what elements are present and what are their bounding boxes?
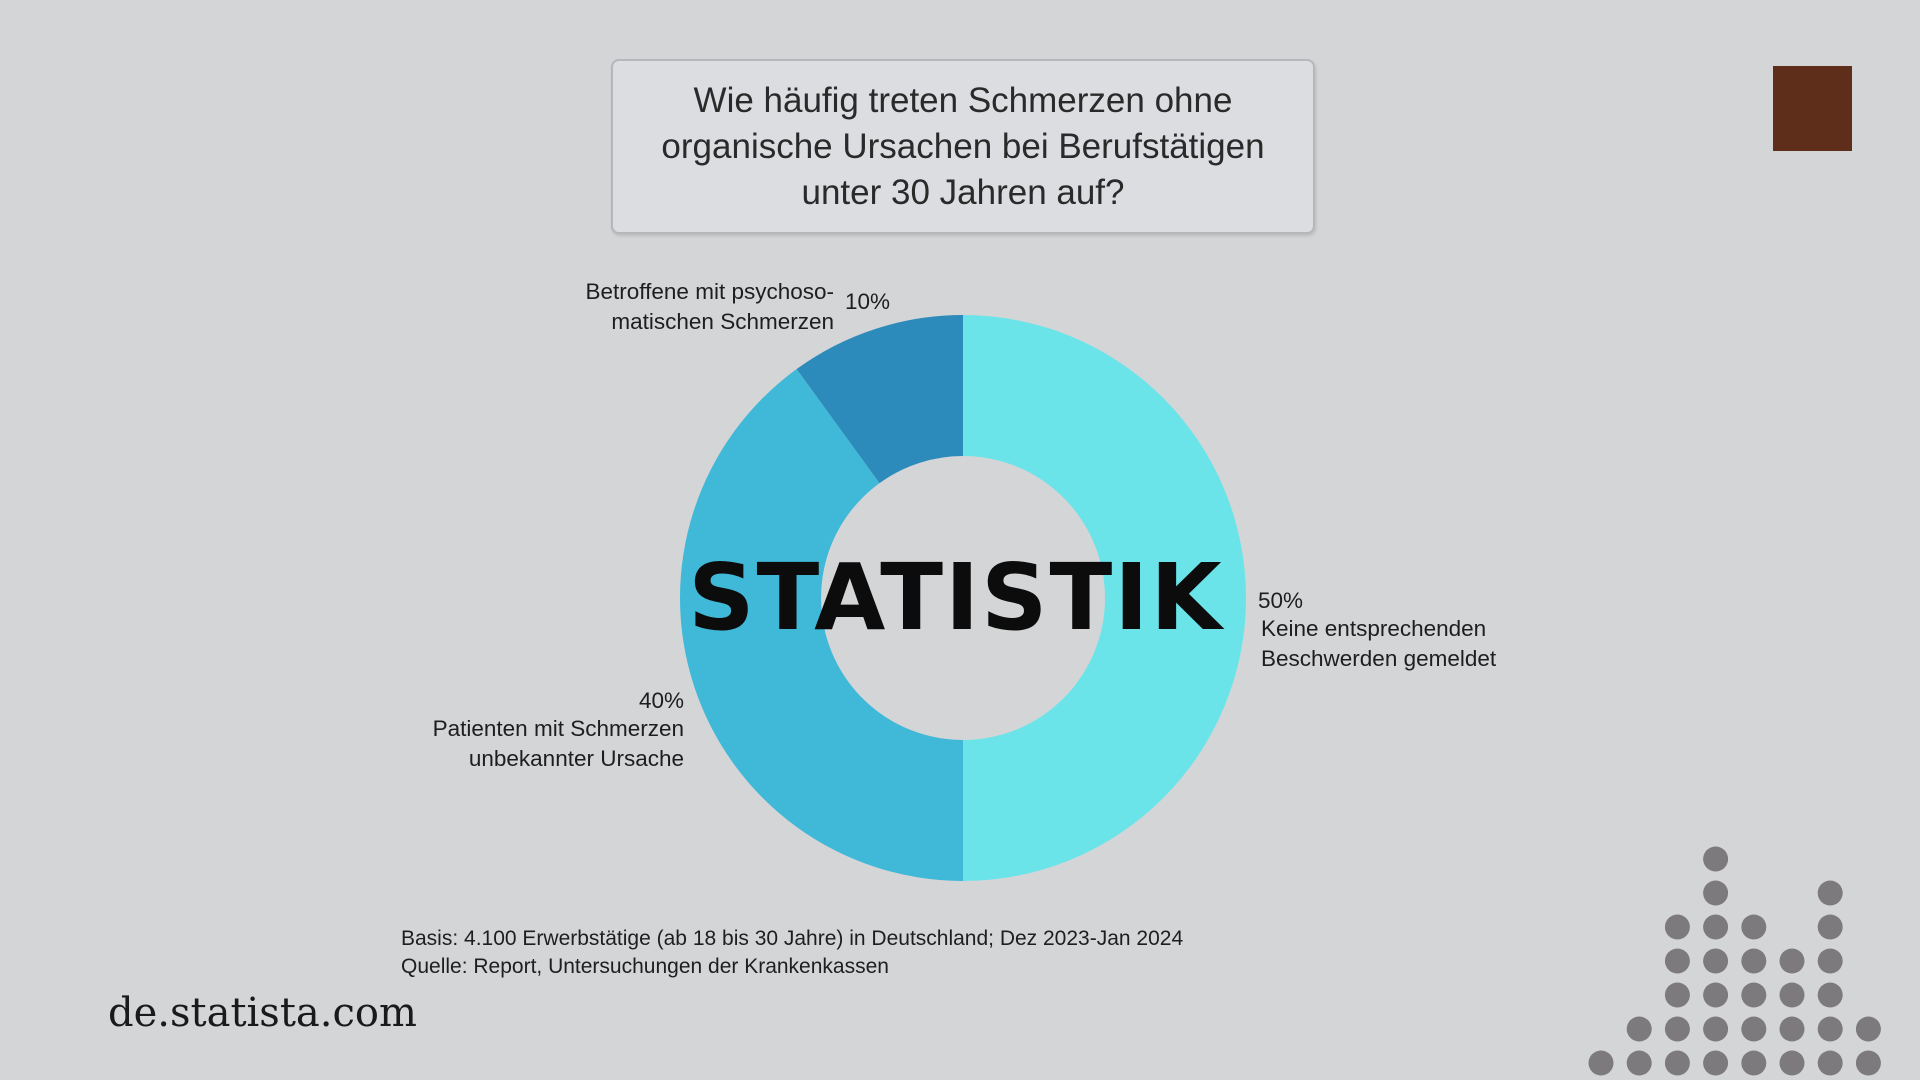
brand-logo: de.statista.com — [108, 990, 417, 1036]
decorative-dot — [1626, 1016, 1652, 1042]
decorative-dot — [1664, 1016, 1690, 1042]
decorative-dot — [1664, 1050, 1690, 1076]
decorative-dot — [1741, 1016, 1767, 1042]
decorative-square — [1773, 66, 1852, 151]
decorative-dot — [1664, 982, 1690, 1008]
slice-value-label: 40% — [638, 688, 684, 713]
donut-slice — [680, 369, 963, 881]
decorative-dot — [1588, 1050, 1614, 1076]
decorative-dot — [1626, 1050, 1652, 1076]
slice-category-label: Betroffene mit psychoso- matischen Schme… — [585, 279, 834, 334]
decorative-dot — [1817, 1016, 1843, 1042]
decorative-dot — [1855, 1050, 1881, 1076]
decorative-dot — [1741, 914, 1767, 940]
decorative-dot — [1703, 948, 1729, 974]
decorative-dot — [1741, 948, 1767, 974]
slice-category-label: Keine entsprechenden Beschwerden gemelde… — [1261, 616, 1497, 671]
decorative-dot — [1664, 948, 1690, 974]
decorative-dot — [1664, 914, 1690, 940]
decorative-dot — [1779, 1016, 1805, 1042]
donut-slice — [796, 315, 963, 484]
decorative-dot — [1703, 914, 1729, 940]
decorative-dot — [1817, 948, 1843, 974]
decorative-dot — [1703, 1050, 1729, 1076]
footnote: Basis: 4.100 Erwerbstätige (ab 18 bis 30… — [401, 925, 1183, 981]
title-box: Wie häufig treten Schmerzen ohne organis… — [611, 59, 1315, 234]
decorative-dot — [1779, 982, 1805, 1008]
decorative-dot — [1817, 914, 1843, 940]
donut-slice — [963, 315, 1246, 881]
footnote-source: Quelle: Report, Untersuchungen der Krank… — [401, 955, 889, 978]
footnote-basis: Basis: 4.100 Erwerbstätige (ab 18 bis 30… — [401, 927, 1184, 950]
decorative-dot — [1703, 846, 1729, 872]
decorative-dot — [1741, 1050, 1767, 1076]
decorative-dot — [1741, 982, 1767, 1008]
chart-title: Wie häufig treten Schmerzen ohne organis… — [661, 80, 1265, 212]
decorative-dot — [1703, 1016, 1729, 1042]
decorative-dot — [1855, 1016, 1881, 1042]
decorative-dot — [1703, 880, 1729, 906]
decorative-dot — [1779, 1050, 1805, 1076]
decorative-dot — [1703, 982, 1729, 1008]
decorative-dot — [1817, 880, 1843, 906]
center-label: STATISTIK — [688, 544, 1225, 651]
slice-value-label: 50% — [1258, 588, 1304, 613]
slice-category-label: Patienten mit Schmerzen unbekannter Ursa… — [432, 716, 684, 771]
slice-value-label: 10% — [845, 289, 891, 314]
decorative-dot — [1817, 1050, 1843, 1076]
decorative-dot — [1779, 948, 1805, 974]
decorative-dot — [1817, 982, 1843, 1008]
